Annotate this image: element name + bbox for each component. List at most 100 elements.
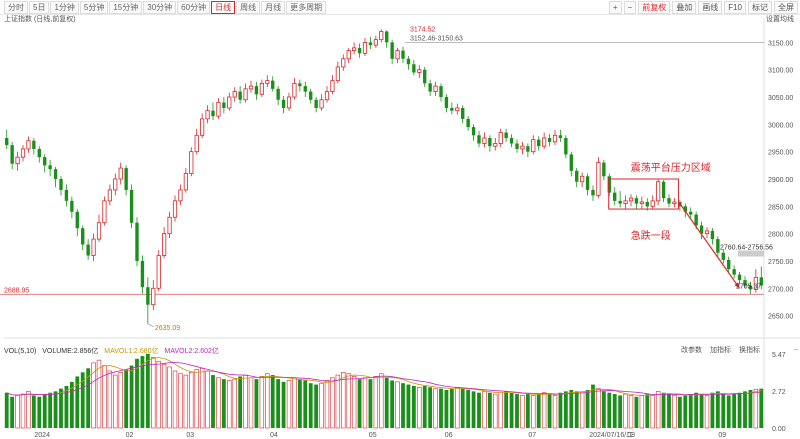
volume-bar <box>254 379 259 428</box>
candle-body <box>140 260 145 288</box>
candle-body <box>146 287 150 305</box>
tab-4[interactable]: 15分钟 <box>109 1 143 14</box>
candle-body <box>151 287 156 306</box>
tab-6[interactable]: 60分钟 <box>177 1 211 14</box>
tab-2[interactable]: 1分钟 <box>50 1 79 14</box>
volume-tool-2[interactable]: 换指标 <box>739 347 760 354</box>
tab-5[interactable]: 30分钟 <box>143 1 177 14</box>
volume-bar <box>26 391 31 429</box>
candle-body <box>37 148 41 158</box>
volume-bar <box>276 379 281 428</box>
tab-1[interactable]: 5日 <box>29 1 50 14</box>
volume-close-button[interactable]: − <box>793 345 798 354</box>
drop-arrow-line <box>679 203 741 289</box>
volume-bar <box>487 392 492 428</box>
toolbar-button-6[interactable]: 标记 <box>748 1 772 14</box>
volume-bar <box>650 395 655 429</box>
volume-bar <box>612 394 617 428</box>
candle-body <box>628 197 634 202</box>
toolbar-button-2[interactable]: 前复权 <box>638 1 671 14</box>
volume-bar <box>216 377 221 429</box>
candle-body <box>645 201 649 207</box>
candle-body <box>200 118 205 136</box>
candle-body <box>585 176 590 190</box>
volume-tick-1: 2.72 <box>772 389 786 396</box>
candle-body <box>330 80 335 92</box>
candle-body <box>216 102 221 117</box>
candle-body <box>417 69 422 73</box>
volume-bar <box>172 370 178 429</box>
toolbar-button-1[interactable]: − <box>623 1 637 14</box>
candle-body <box>156 255 161 289</box>
chart-tools: + − 前复权 叠加 画线 F10 标记 全屏 <box>607 1 798 14</box>
volume-bar <box>525 394 530 428</box>
tab-10[interactable]: 更多周期 <box>286 1 327 14</box>
volume-bar <box>721 394 726 428</box>
candle-body <box>602 162 606 177</box>
vol-value: VOLUME:2.856亿 <box>42 348 99 355</box>
candle-body <box>710 230 715 240</box>
volume-bar <box>205 370 210 429</box>
tab-0[interactable]: 分时 <box>4 1 28 14</box>
toolbar-button-5[interactable]: F10 <box>724 1 746 14</box>
vol-title: VOL(5,10) <box>4 348 37 355</box>
tab-8[interactable]: 周线 <box>236 1 261 14</box>
toolbar-button-7[interactable]: 全屏 <box>774 1 798 14</box>
toolbar-button-4[interactable]: 画线 <box>698 1 723 14</box>
candle-body <box>5 138 9 146</box>
candle-body <box>455 107 460 112</box>
volume-bar <box>281 381 286 428</box>
price-tick-4: 2950.00 <box>768 150 793 157</box>
x-tick-3: 04 <box>270 432 278 439</box>
volume-bar <box>406 384 411 428</box>
price-tick-10: 2650.00 <box>768 314 793 321</box>
volume-bar <box>259 376 265 429</box>
toolbar-button-3[interactable]: 叠加 <box>672 1 697 14</box>
candle-body <box>70 200 74 212</box>
volume-bar <box>455 386 460 429</box>
volume-bar <box>737 392 742 428</box>
candle-body <box>482 137 487 144</box>
tab-7[interactable]: 日线 <box>211 1 236 14</box>
candle-body <box>15 156 20 165</box>
candle-body <box>694 214 698 226</box>
volume-tool-0[interactable]: 改参数 <box>681 347 702 354</box>
volume-bar <box>42 394 47 428</box>
candle-body <box>286 96 292 109</box>
candle-body <box>591 189 595 196</box>
candle-body <box>102 200 107 224</box>
volume-bar <box>86 368 91 428</box>
candle-body <box>309 91 313 100</box>
candle-body <box>428 83 432 92</box>
x-tick-5: 06 <box>445 432 453 439</box>
price-tick-6: 2850.00 <box>768 204 793 211</box>
set-ma-button[interactable]: 设置均线 <box>766 16 794 23</box>
range-top-label: 3152.46-3150.63 <box>410 35 463 42</box>
candle-body <box>515 143 519 149</box>
candle-body <box>243 88 248 101</box>
volume-bar <box>379 373 384 429</box>
x-tick-1: 02 <box>126 432 134 439</box>
volume-bar <box>31 395 36 428</box>
volume-bar <box>4 392 9 428</box>
x-tick-2: 03 <box>186 432 194 439</box>
toolbar-button-0[interactable]: + <box>608 1 622 14</box>
candle-body <box>395 50 400 60</box>
tab-9[interactable]: 月线 <box>261 1 286 14</box>
candle-body <box>618 200 622 204</box>
tab-3[interactable]: 5分钟 <box>79 1 109 14</box>
volume-bar <box>183 374 189 429</box>
volume-bar <box>444 390 449 428</box>
volume-bar <box>623 393 628 429</box>
price-tick-2: 3050.00 <box>768 95 793 102</box>
volume-bar <box>91 362 96 429</box>
volume-bar <box>579 392 585 429</box>
volume-bar <box>509 392 514 428</box>
candle-body <box>542 137 547 147</box>
volume-bar <box>558 392 563 428</box>
candle-body <box>623 200 628 204</box>
volume-bar <box>75 376 80 428</box>
volume-tool-1[interactable]: 加指标 <box>710 347 731 354</box>
candle-body <box>303 86 307 92</box>
